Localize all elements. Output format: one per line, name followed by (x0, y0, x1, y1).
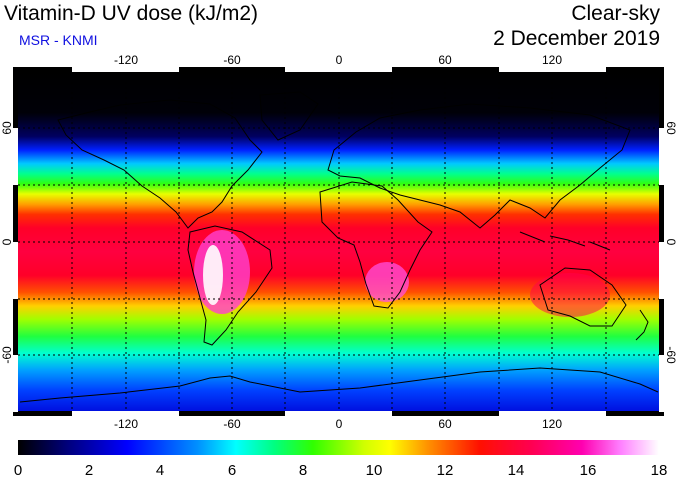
lon-tick-top: 60 (438, 53, 452, 67)
colorbar-label: 6 (228, 462, 236, 479)
colorbar-label: 8 (299, 462, 307, 479)
lon-tick-bottom: 60 (438, 417, 452, 431)
andes-peak-area (203, 245, 223, 305)
greenland-coast (259, 91, 319, 141)
antarctica-coast (19, 367, 659, 403)
lon-tick-top: 0 (336, 53, 343, 67)
lon-tick-bottom: -120 (114, 417, 138, 431)
lat-tick-right: 0 (664, 239, 678, 246)
indonesia-islands (519, 231, 611, 251)
date-label: 2 December 2019 (493, 27, 660, 50)
map-title: Vitamin-D UV dose (kJ/m2) (4, 2, 259, 25)
colorbar-label: 10 (366, 462, 383, 479)
north-america-coast (57, 99, 263, 229)
graticule (18, 72, 659, 411)
colorbar (18, 440, 659, 455)
africa-coast (319, 181, 433, 309)
lon-tick-top: -120 (114, 53, 138, 67)
lon-tick-bottom: -60 (223, 417, 241, 431)
colorbar-label: 14 (508, 462, 525, 479)
lat-tick-right: 60 (664, 121, 678, 135)
colorbar-label: 0 (14, 462, 22, 479)
sky-condition-label: Clear-sky (571, 2, 660, 25)
colorbar-label: 4 (156, 462, 164, 479)
lat-tick-right: -60 (664, 346, 678, 364)
lat-tick-left: 60 (0, 121, 14, 135)
australia-coast (539, 267, 627, 327)
map-frame (13, 67, 664, 416)
south-america-coast (187, 225, 273, 346)
new-zealand-coast (635, 309, 649, 341)
lat-tick-left: -60 (0, 346, 14, 364)
lon-tick-top: -60 (223, 53, 241, 67)
lon-tick-bottom: 0 (336, 417, 343, 431)
australia-hotspot (530, 273, 610, 317)
colorbar-label: 18 (651, 462, 668, 479)
colorbar-labels: 0 2 4 6 8 10 12 14 16 18 (14, 462, 668, 479)
colorbar-label: 12 (437, 462, 454, 479)
colorbar-label: 16 (580, 462, 597, 479)
source-label: MSR - KNMI (19, 32, 98, 48)
colorbar-label: 2 (85, 462, 93, 479)
southern-africa-hotspot (365, 262, 409, 302)
lon-tick-bottom: 120 (542, 417, 562, 431)
lat-tick-left: 0 (0, 238, 14, 245)
lon-tick-top: 120 (542, 53, 562, 67)
